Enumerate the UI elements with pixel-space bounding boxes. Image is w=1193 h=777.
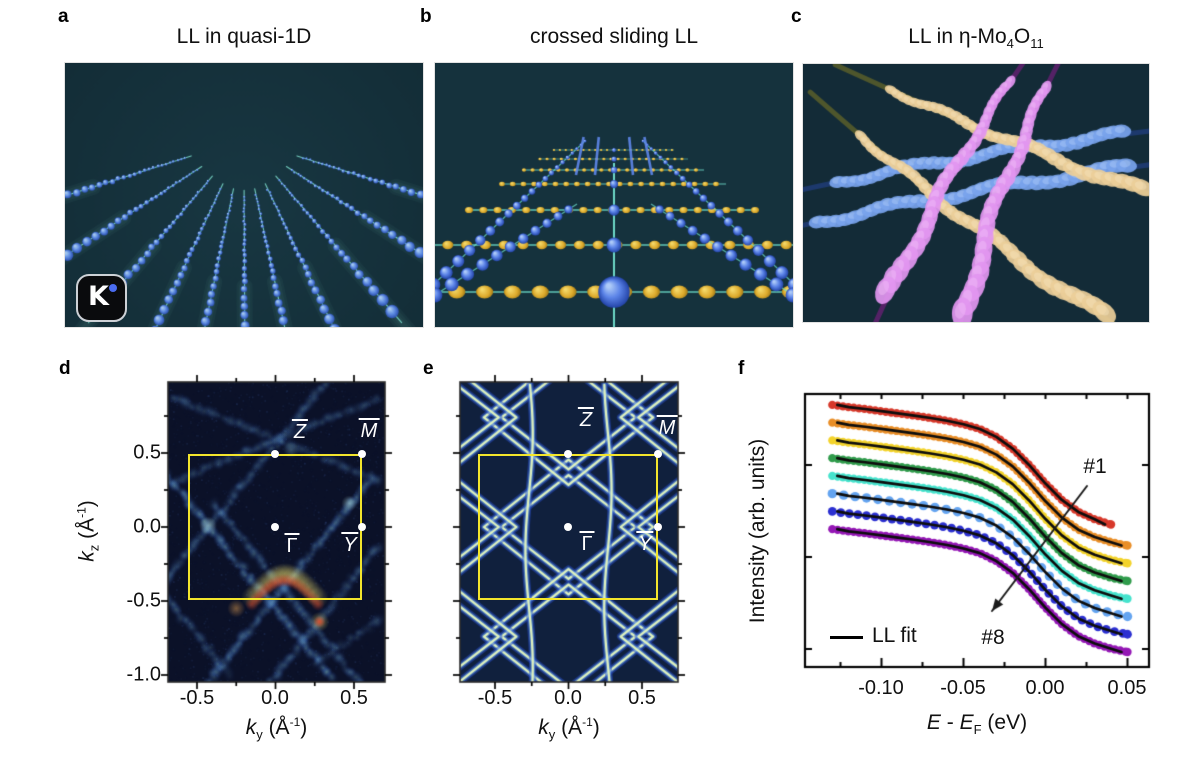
panel-b-render bbox=[434, 62, 794, 328]
bz-label-M: M bbox=[656, 415, 678, 439]
panel-a-render: K bbox=[64, 62, 424, 328]
panel-d-label: d bbox=[59, 358, 71, 379]
legend-label: LL fit bbox=[872, 624, 917, 647]
tick-label: 0.00 bbox=[1025, 677, 1065, 699]
tick-label: 0.5 bbox=[133, 441, 161, 464]
panel-a-title: LL in quasi-1D bbox=[176, 25, 312, 48]
tick-label: -1.0 bbox=[126, 663, 161, 686]
panel-e: e -0.5 0.0 0.5 ky (Å-1) Z M Γ Y bbox=[415, 355, 720, 777]
ky-unit-close: ) bbox=[592, 716, 600, 739]
tick-label: 0.5 bbox=[340, 687, 368, 709]
bz-point-M bbox=[358, 450, 366, 458]
panel-d: d kz (Å-1) 0.5 0.0 -0.5 -1.0 -0.5 0.0 0.… bbox=[55, 355, 425, 777]
panel-f-label: f bbox=[738, 358, 745, 379]
tick-label: 0.0 bbox=[133, 515, 161, 538]
panel-b-title: crossed sliding LL bbox=[529, 25, 699, 48]
ky-subscript: y bbox=[548, 727, 556, 743]
panel-e-x-axis-label: ky (Å-1) bbox=[460, 715, 678, 742]
tick-label: -0.10 bbox=[858, 677, 904, 699]
bz-point-Y bbox=[654, 523, 662, 531]
tick-label: -0.5 bbox=[179, 687, 215, 709]
EF-symbol: E bbox=[959, 711, 974, 734]
panel-c-title-sub1: 4 bbox=[1006, 36, 1014, 52]
ky-unit-exp: -1 bbox=[582, 715, 593, 729]
ky-unit-open: (Å bbox=[555, 716, 583, 739]
logo-dot-icon bbox=[109, 284, 117, 292]
kz-symbol: k bbox=[75, 551, 99, 562]
ky-symbol: k bbox=[245, 716, 257, 739]
bz-label-M: M bbox=[358, 418, 380, 442]
bz-point-Z bbox=[564, 450, 572, 458]
minus-sign: - bbox=[940, 711, 960, 734]
panel-e-label: e bbox=[423, 358, 434, 379]
panel-c-title-mid: O bbox=[1013, 25, 1031, 48]
bz-label-Z: Z bbox=[291, 419, 309, 443]
bz-point-Z bbox=[271, 450, 279, 458]
tick-label: 0.0 bbox=[554, 687, 582, 709]
k-app-logo: K bbox=[76, 274, 127, 322]
panel-d-x-axis-label: ky (Å-1) bbox=[168, 715, 385, 742]
panel-c-title: LL in η-Mo4O11 bbox=[803, 25, 1149, 51]
energy-unit: (eV) bbox=[981, 711, 1028, 734]
panel-f: f Intensity (arb. units) -0.10 -0.05 0.0… bbox=[730, 355, 1193, 777]
bz-point-Gamma bbox=[271, 523, 279, 531]
tick-label: -0.5 bbox=[126, 589, 161, 612]
panel-c-label: c bbox=[791, 6, 802, 27]
tick-label: 0.5 bbox=[628, 687, 656, 709]
panel-e-map-canvas bbox=[415, 355, 720, 777]
bz-label-Z: Z bbox=[577, 407, 595, 431]
bz-label-Gamma: Γ bbox=[579, 531, 595, 555]
panel-d-y-axis-label: kz (Å-1) bbox=[74, 500, 101, 562]
panel-c-title-sub2: 11 bbox=[1030, 36, 1044, 52]
ky-unit-close: ) bbox=[300, 716, 308, 739]
ky-subscript: y bbox=[256, 727, 263, 743]
bz-label-Y: Y bbox=[341, 532, 359, 556]
kz-subscript: z bbox=[86, 544, 102, 552]
tick-label: 0.05 bbox=[1107, 677, 1147, 699]
panel-c-title-pre: LL in η-Mo bbox=[908, 25, 1007, 48]
panel-f-chart-canvas bbox=[730, 355, 1193, 777]
bz-label-Y: Y bbox=[636, 531, 654, 555]
kz-unit-close: ) bbox=[75, 500, 99, 508]
curve-annotation-last: #8 bbox=[981, 626, 1005, 649]
tick-label: -0.05 bbox=[940, 677, 986, 699]
EF-subscript: F bbox=[973, 722, 982, 738]
kz-unit-exp: -1 bbox=[74, 507, 89, 518]
panel-f-x-axis-label: E - EF (eV) bbox=[805, 711, 1149, 737]
logo-letter: K bbox=[88, 281, 109, 312]
bz-label-Gamma: Γ bbox=[284, 533, 300, 557]
bz-point-M bbox=[654, 450, 662, 458]
panel-c-canvas bbox=[803, 64, 1149, 322]
ky-unit-exp: -1 bbox=[289, 715, 301, 729]
kz-unit-open: (Å bbox=[75, 517, 99, 545]
panel-a-label: a bbox=[58, 6, 69, 27]
panel-b-canvas bbox=[435, 63, 793, 327]
panel-b-label: b bbox=[420, 6, 432, 27]
panel-d-map-canvas bbox=[55, 355, 425, 777]
panel-c-render bbox=[802, 63, 1150, 323]
ky-symbol: k bbox=[538, 716, 549, 739]
tick-label: -0.5 bbox=[477, 687, 513, 709]
tick-label: 0.0 bbox=[261, 687, 289, 709]
bz-point-Gamma bbox=[564, 523, 572, 531]
ky-unit-open: (Å bbox=[262, 716, 290, 739]
curve-annotation-first: #1 bbox=[1083, 455, 1107, 478]
E-symbol: E bbox=[926, 711, 941, 734]
bz-point-Y bbox=[358, 523, 366, 531]
panel-f-y-axis-label: Intensity (arb. units) bbox=[746, 438, 769, 624]
legend-line-swatch bbox=[830, 636, 863, 639]
